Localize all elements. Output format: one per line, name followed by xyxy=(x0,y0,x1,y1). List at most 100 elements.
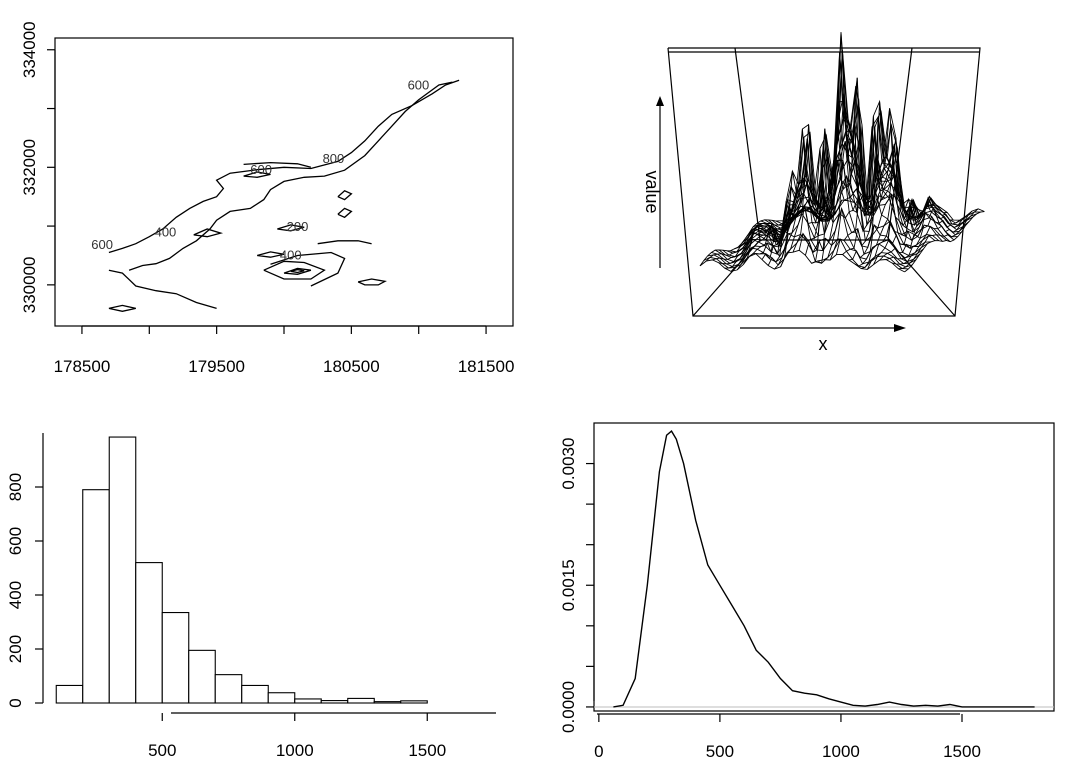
persp-box-back-left xyxy=(734,47,761,241)
wire-column xyxy=(848,143,929,261)
contour-ticks: 178500 179500 180500 181500 330000 332000 3340… xyxy=(20,21,514,376)
hist-bar xyxy=(188,649,216,704)
hist-bar xyxy=(373,701,402,704)
contour-line xyxy=(277,224,305,232)
x-arrowhead xyxy=(894,324,906,332)
value-arrowhead xyxy=(656,96,664,106)
wire-column xyxy=(898,208,979,270)
wire-column xyxy=(705,220,787,262)
contour-line xyxy=(243,171,271,178)
density-plot: 0 500 1000 1500 0.0000 0.0015 0.0030 xyxy=(559,422,1055,761)
contour-label: 400 xyxy=(155,225,177,240)
density-y-tick-label: 0.0000 xyxy=(559,681,578,733)
hist-bar xyxy=(82,489,110,704)
hist-bar xyxy=(241,684,269,704)
contour-label: 400 xyxy=(280,248,302,263)
hist-x-tick-label: 500 xyxy=(148,741,176,760)
hist-bar xyxy=(214,674,243,704)
wire-column xyxy=(761,137,843,260)
hist-bar xyxy=(161,611,190,704)
contour-plot: 178500 179500 180500 181500 330000 332000 3340… xyxy=(20,21,514,376)
wire-column xyxy=(866,196,948,270)
density-ticks: 0 500 1000 1500 0.0000 0.0015 0.0030 xyxy=(559,438,981,761)
density-y-tick-label: 0.0030 xyxy=(559,438,578,490)
hist-bar xyxy=(400,700,428,704)
contour-y-tick-label: 332000 xyxy=(20,139,39,196)
contour-line xyxy=(270,251,346,287)
wire-row xyxy=(707,233,913,268)
contour-y-tick-label: 334000 xyxy=(20,21,39,78)
contour-label: 200 xyxy=(287,219,309,234)
wire-row xyxy=(703,232,909,270)
hist-x-tick-label: 1500 xyxy=(408,741,446,760)
contour-x-tick-label: 180500 xyxy=(323,357,380,376)
contour-y-tick-label: 330000 xyxy=(20,256,39,313)
density-x-tick-label: 500 xyxy=(706,742,734,761)
wire-column xyxy=(879,206,960,261)
contour-lines xyxy=(108,79,460,312)
contour-x-tick-label: 179500 xyxy=(188,357,245,376)
wire-column xyxy=(854,165,936,267)
contour-line xyxy=(317,240,372,245)
contour-x-tick-label: 181500 xyxy=(458,357,515,376)
hist-bar xyxy=(267,692,296,704)
contour-line xyxy=(193,228,224,238)
perspective-surface-plot: x value xyxy=(642,32,985,354)
contour-line xyxy=(337,190,353,201)
wire-column xyxy=(823,110,905,261)
contour-line xyxy=(283,267,312,275)
hist-bar xyxy=(320,700,349,704)
histogram: 500 1000 1500 0 200 400 600 800 xyxy=(6,433,496,760)
persp-x-label: x xyxy=(819,334,828,354)
wire-column xyxy=(724,207,805,269)
hist-ticks: 500 1000 1500 0 200 400 600 800 xyxy=(6,473,446,760)
density-curve xyxy=(613,430,1035,708)
contour-line xyxy=(290,268,305,274)
hist-bar xyxy=(135,562,163,704)
wire-row xyxy=(711,204,917,265)
wire-column xyxy=(712,216,793,261)
hist-bar xyxy=(108,436,137,704)
contour-label: 600 xyxy=(408,78,430,93)
density-plot-frame xyxy=(593,422,1055,712)
contour-label: 600 xyxy=(91,237,113,252)
contour-line xyxy=(337,207,353,219)
density-y-tick-label: 0.0015 xyxy=(559,559,578,611)
wire-row xyxy=(779,193,985,222)
wire-column xyxy=(885,215,967,260)
wire-column xyxy=(817,86,899,264)
contour-label: 800 xyxy=(323,151,345,166)
hist-y-tick-label: 0 xyxy=(6,698,25,707)
density-x-tick-label: 1500 xyxy=(943,742,981,761)
hist-bar xyxy=(294,698,322,704)
hist-y-tick-label: 800 xyxy=(6,473,25,501)
contour-line xyxy=(108,269,217,310)
hist-bars xyxy=(55,436,428,704)
contour-x-tick-label: 178500 xyxy=(54,357,111,376)
wire-column xyxy=(798,32,880,251)
contour-line xyxy=(263,260,326,280)
hist-y-tick-label: 200 xyxy=(6,635,25,663)
hist-bar xyxy=(55,684,84,704)
contour-labels: 600 800 600 400 600 200 400 xyxy=(91,78,429,263)
contour-line xyxy=(108,304,136,312)
contour-label: 600 xyxy=(250,162,272,177)
hist-x-tick-label: 1000 xyxy=(276,741,314,760)
wire-column xyxy=(861,194,942,270)
wire-column xyxy=(892,210,973,265)
density-x-tick-label: 0 xyxy=(594,742,603,761)
wire-row xyxy=(775,173,981,225)
contour-line xyxy=(108,79,460,254)
wire-row xyxy=(718,159,924,259)
contour-line xyxy=(243,161,312,168)
persp-value-label: value xyxy=(642,170,662,213)
hist-bar xyxy=(347,697,375,704)
wire-column xyxy=(904,211,985,273)
hist-y-tick-label: 400 xyxy=(6,581,25,609)
surface-wireframe xyxy=(699,32,985,273)
contour-line xyxy=(128,81,453,271)
wire-row xyxy=(699,249,905,273)
wire-column xyxy=(699,219,780,267)
contour-line xyxy=(256,251,285,258)
